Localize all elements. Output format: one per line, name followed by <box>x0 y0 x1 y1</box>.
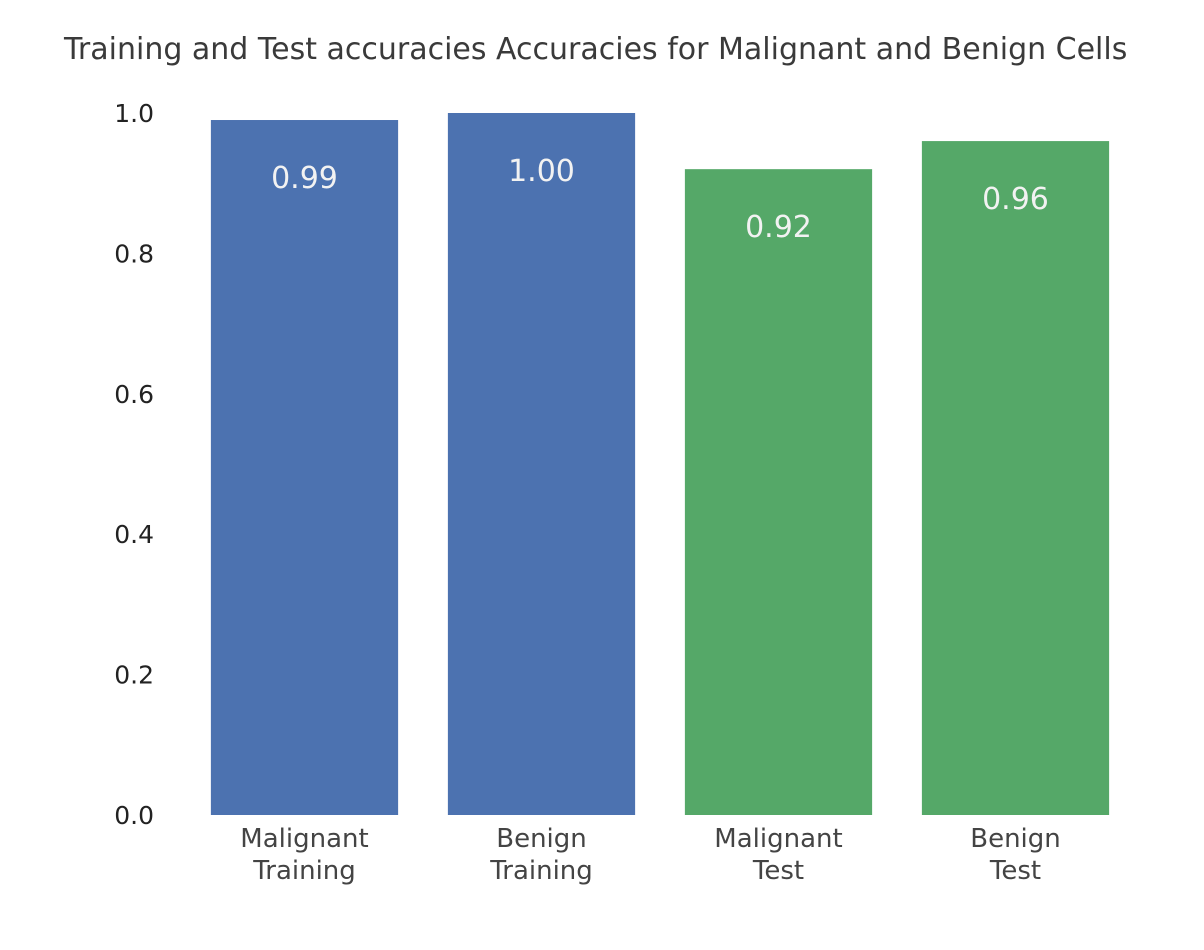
y-tick-label: 0.4 <box>114 520 154 549</box>
bar <box>684 169 873 815</box>
x-tick-label: Test <box>752 856 804 886</box>
y-tick-label: 0.2 <box>114 661 154 690</box>
bars: 0.99 1.00 0.92 0.96 <box>210 113 1110 815</box>
y-tick-label: 0.6 <box>114 380 154 409</box>
chart-title: Training and Test accuracies Accuracies … <box>63 32 1127 67</box>
x-tick-label: Training <box>489 856 593 886</box>
x-axis: MalignantTrainingBenignTrainingMalignant… <box>240 824 1060 886</box>
bar <box>447 113 636 815</box>
bar-value-label: 0.99 <box>271 161 338 196</box>
bar <box>210 120 399 815</box>
x-tick-label: Malignant <box>240 824 368 854</box>
x-tick-label: Test <box>989 856 1041 886</box>
y-tick-label: 0.8 <box>114 239 154 268</box>
x-tick-label: Benign <box>970 824 1061 854</box>
y-tick-label: 1.0 <box>114 99 154 128</box>
y-tick-label: 0.0 <box>114 801 154 830</box>
x-tick-label: Benign <box>496 824 587 854</box>
x-tick-label: Training <box>252 856 356 886</box>
bar-value-label: 0.96 <box>982 182 1049 217</box>
y-axis: 0.0 0.2 0.4 0.6 0.8 1.0 <box>114 99 154 830</box>
bar <box>921 141 1110 815</box>
bar-value-label: 1.00 <box>508 154 575 189</box>
x-tick-label: Malignant <box>714 824 842 854</box>
bar-value-label: 0.92 <box>745 210 812 245</box>
